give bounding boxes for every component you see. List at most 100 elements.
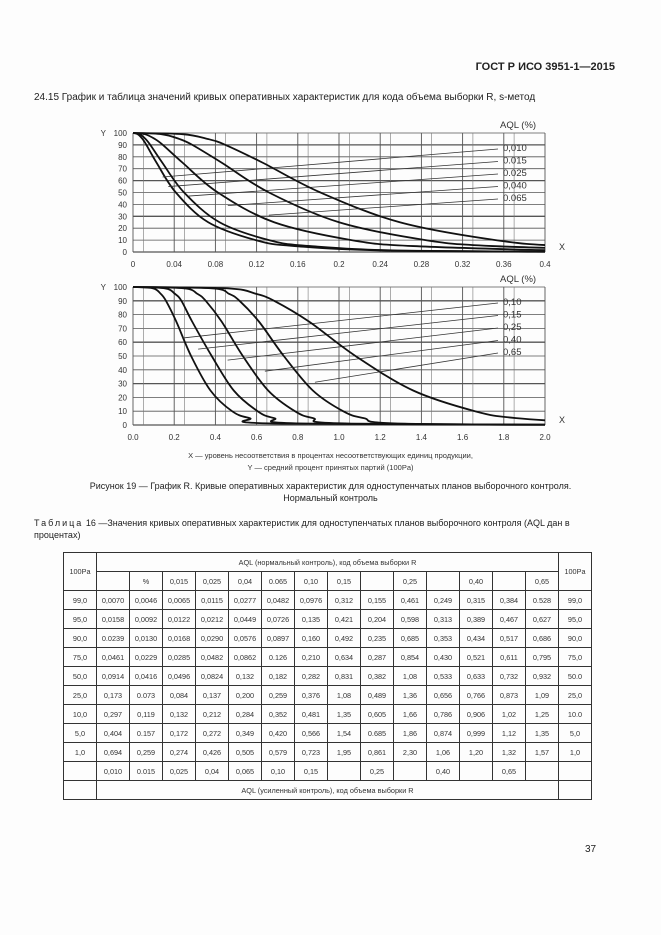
table-cell: 0,172 [162,723,196,743]
x-tick-label: 0.0 [127,433,139,442]
aql-cell [393,761,427,781]
legend-label: 0.065 [503,193,527,204]
table-cell: 0,467 [492,609,526,629]
table-cell: 0,0461 [96,647,130,667]
x-tick-label: 0.04 [166,260,182,269]
x-tick-label: 0.36 [496,260,512,269]
table-cell: 0,533 [426,666,460,686]
x-tick-label: 1.0 [333,433,345,442]
leader-line [264,340,499,372]
aql-cell: 0,04 [195,761,229,781]
table-cell: 0,0168 [162,628,196,648]
table-cell: 1,54 [327,723,361,743]
y-tick-label: 30 [118,212,127,221]
table-cell: 0,284 [228,704,262,724]
table-cell: 0,426 [195,742,229,762]
table-cell: 0,382 [360,666,394,686]
table-row: 5,0 0,404 0.157 0,172 0,272 0,349 0,420 0,566 1,… [63,723,592,743]
table-cell: 0,694 [96,742,130,762]
y-tick-label: 50 [118,352,127,361]
y-tick-label: 20 [118,393,127,402]
aql-cell: 0,40 [459,571,493,591]
table-cell: 0,0122 [162,609,196,629]
table-cell: 0,384 [492,590,526,610]
table-cell: 0,235 [360,628,394,648]
table-cell: 1,06 [426,742,460,762]
legend-label: 0,40 [503,335,522,346]
table-cell: 1,35 [525,723,559,743]
normal-aql-row: % 0,015 0,025 0,04 0.065 0,10 0,15 0,25 0,40 0,65 [64,571,592,591]
y-tick-label: 60 [118,338,127,347]
table-cell: 0,282 [294,666,328,686]
table-cell: 95,0 [558,609,592,629]
table-cell: 0,873 [492,685,526,705]
table-cell: 0,352 [261,704,295,724]
table-cell: 0,656 [426,685,460,705]
x-tick-label: 0.32 [455,260,471,269]
table-cell: 0,259 [261,685,295,705]
table-cell: 10.0 [558,704,592,724]
aql-cell: 0,010 [96,761,130,781]
y-tick-label: 30 [118,380,127,389]
aql-cell: 0,025 [162,761,196,781]
legend-label: 0,10 [503,297,522,308]
table-cell: 0,686 [525,628,559,648]
table-cell: 0,160 [294,628,328,648]
table-cell: 0,155 [360,590,394,610]
y-tick-label: 40 [118,200,127,209]
table-cell: 0,0046 [129,590,163,610]
aql-cell [96,571,130,591]
table-cell: 0,420 [261,723,295,743]
y-tick-label: 80 [118,153,127,162]
x-tick-label: 0.4 [539,260,551,269]
table-label: Таблица [34,518,84,528]
y-tick-label: 70 [118,165,127,174]
x-tick-label: 0.2 [169,433,181,442]
x-axis-label: X [559,415,565,425]
aql-cell [426,571,460,591]
axis-caption-y: Y — средний процент принятых партий (100… [247,463,414,472]
table-cell: 0,173 [96,685,130,705]
empty-cell [63,780,97,800]
table-cell: 25,0 [63,685,97,705]
table-cell: 0,723 [294,742,328,762]
tightened-aql-header: AQL (усиленный контроль), код объема выб… [96,780,559,800]
legend-label: 0.025 [503,168,527,179]
table-cell: 25,0 [558,685,592,705]
table-cell: 75,0 [63,647,97,667]
table-cell: 0,137 [195,685,229,705]
table-cell: 0,795 [525,647,559,667]
table-cell: 1,02 [492,704,526,724]
table-cell: 0,766 [459,685,493,705]
oc-table: 100Pa AQL (нормальный контроль), код объе… [63,552,592,800]
table-cell: 0,685 [393,628,427,648]
corner-header-right: 100Pa [558,552,592,591]
table-cell: 0,0914 [96,666,130,686]
table-cell: 1,57 [525,742,559,762]
table-row: 90,0 0.0239 0,0130 0,0168 0,0290 0,0576 0,0897… [63,628,592,648]
table-cell: 1,0 [63,742,97,762]
table-cell: 1,08 [393,666,427,686]
table-cell: 0,521 [459,647,493,667]
table-cell: 1,08 [327,685,361,705]
table-cell: 50.0 [558,666,592,686]
y-tick-label: 90 [118,297,127,306]
legend-label: 0,010 [503,143,527,154]
y-tick-label: 10 [118,236,127,245]
x-tick-label: 2.0 [539,433,551,442]
table-title: Таблица 16 —Значения кривых оперативных … [34,517,614,541]
leader-line [188,173,499,197]
table-cell: 0,0229 [129,647,163,667]
table-cell: 0,430 [426,647,460,667]
figure-caption: Рисунок 19 — График R. Кривые оперативны… [89,481,572,491]
bottom-header-row: AQL (усиленный контроль), код объема выб… [63,780,592,800]
y-tick-label: 20 [118,224,127,233]
table-cell: 1,66 [393,704,427,724]
table-row: 95,0 0,0158 0,0092 0,0122 0,0212 0,0449 0,0726… [63,609,592,629]
tightened-aql-row: 0,010 0.015 0,025 0,04 0,065 0,10 0,15 0,25 0,40… [63,761,592,781]
table-cell: 0,505 [228,742,262,762]
table-cell: 1,20 [459,742,493,762]
section-title: 24.15 График и таблица значений кривых о… [34,92,536,103]
axis-caption-x: X — уровень несоответствия в процентах н… [188,451,473,460]
